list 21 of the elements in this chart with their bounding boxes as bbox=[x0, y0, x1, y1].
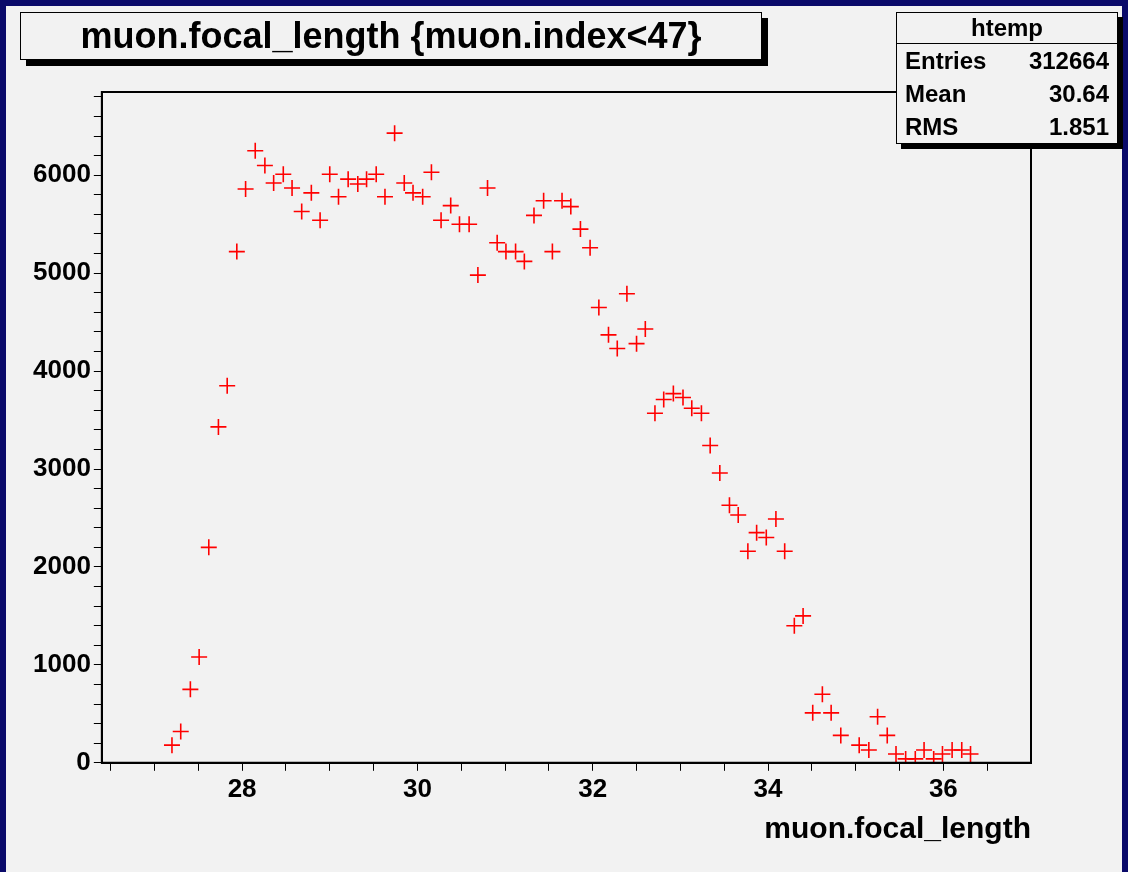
annotation: Mean bbox=[905, 79, 967, 109]
y-tick-label: 6000 bbox=[33, 158, 91, 189]
x-tick-label: 30 bbox=[402, 772, 432, 803]
text: htemp bbox=[897, 13, 1117, 44]
text: 312664 bbox=[1028, 46, 1109, 76]
x-axis-title: muon.focal_length bbox=[764, 811, 1031, 845]
text: 1.851 bbox=[1048, 112, 1109, 142]
y-tick-label: 4000 bbox=[33, 354, 91, 385]
x-tick-label: 32 bbox=[578, 772, 608, 803]
x-tick-label: 34 bbox=[753, 772, 784, 803]
annotation: RMS bbox=[905, 112, 959, 142]
text: 30.64 bbox=[1048, 79, 1109, 109]
y-tick-label: 1000 bbox=[33, 648, 91, 679]
x-tick-label: 36 bbox=[928, 772, 958, 803]
y-tick-label: 0 bbox=[76, 745, 91, 776]
y-tick-label: 2000 bbox=[33, 550, 91, 581]
x-tick-label: 28 bbox=[227, 772, 257, 803]
text: Entries bbox=[905, 46, 987, 76]
y-tick-label: 3000 bbox=[33, 452, 91, 483]
chart-title: muon.focal_length {muon.index<47} bbox=[20, 12, 762, 60]
y-tick-label: 5000 bbox=[33, 256, 91, 287]
